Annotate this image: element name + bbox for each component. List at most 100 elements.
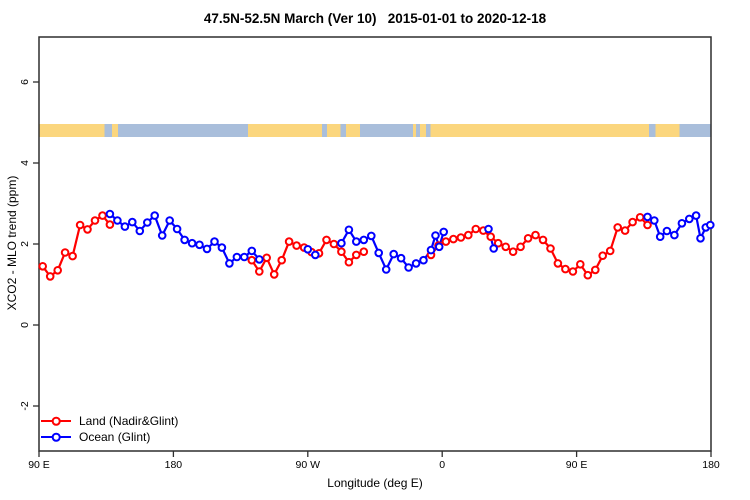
ocean-series-marker: [143, 218, 152, 227]
land-series-marker: [262, 253, 272, 263]
land-series-marker: [493, 238, 503, 248]
map-band-segment-ocean: [649, 124, 656, 138]
x-tick-label: 180: [702, 459, 720, 471]
ocean-series-marker: [135, 226, 145, 236]
map-band-segment-ocean: [425, 124, 431, 138]
ocean-series-marker: [225, 259, 234, 268]
ocean-series-marker: [113, 216, 122, 225]
ocean-series-marker: [439, 227, 449, 237]
land-series-marker: [456, 233, 466, 242]
ocean-series-marker: [643, 212, 652, 222]
land-series-marker: [508, 247, 518, 256]
land-series-marker: [561, 264, 570, 274]
ocean-series-marker: [650, 216, 659, 225]
y-tick-label: 0: [19, 322, 31, 328]
land-series-marker: [90, 216, 100, 225]
ocean-series-marker: [165, 216, 174, 225]
land-series-marker: [538, 235, 548, 245]
y-tick-label: 2: [19, 241, 31, 247]
land-series-marker: [277, 255, 287, 265]
ocean-series-marker: [344, 225, 354, 235]
land-series-marker: [337, 247, 346, 256]
land-series-marker: [352, 250, 361, 260]
x-tick-label: 90 E: [565, 459, 588, 471]
ocean-series-marker: [187, 238, 197, 248]
ocean-series-marker: [311, 250, 320, 260]
y-tick-label: -2: [19, 401, 31, 411]
ocean-series-marker: [431, 231, 440, 240]
ocean-series-marker: [655, 232, 665, 241]
land-series-sample-icon: [41, 416, 71, 426]
land-series-marker: [292, 241, 301, 250]
ocean-series-marker: [670, 230, 679, 240]
land-series-marker: [598, 251, 608, 260]
x-axis-title: Longitude (deg E): [327, 476, 423, 490]
map-band-segment-land: [327, 124, 341, 138]
map-band-segment-ocean: [679, 124, 711, 138]
land-series-marker: [553, 259, 563, 268]
ocean-series-marker: [696, 234, 705, 243]
map-band-segment-land: [345, 124, 361, 138]
map-band-segment-ocean: [321, 124, 328, 138]
ocean-series-marker: [180, 235, 189, 245]
ocean-series-marker: [217, 243, 227, 252]
ocean-series-marker: [240, 252, 249, 262]
map-band-segment-land: [655, 124, 680, 138]
ocean-series-marker: [389, 249, 399, 259]
ocean-series-marker: [706, 220, 715, 230]
ocean-series-marker: [195, 240, 204, 250]
map-band-segment-ocean: [360, 124, 414, 138]
land-series-marker: [269, 270, 279, 279]
ocean-series-marker: [677, 219, 687, 228]
x-tick-label: 180: [164, 459, 183, 471]
ocean-series-marker: [150, 211, 159, 220]
land-series-marker: [605, 246, 615, 256]
y-tick-label: 6: [19, 79, 31, 85]
ocean-series-marker: [352, 237, 361, 246]
legend-label-ocean: Ocean (Glint): [79, 430, 151, 444]
map-band-segment-ocean: [340, 124, 346, 138]
land-series-marker: [247, 255, 257, 265]
ocean-series-marker: [128, 217, 137, 227]
land-series-marker: [583, 270, 593, 280]
land-series-marker: [83, 225, 92, 234]
ocean-series-marker: [202, 244, 212, 254]
chart-title: 47.5N-52.5N March (Ver 10) 2015-01-01 to…: [203, 11, 547, 26]
land-series-marker: [576, 260, 585, 269]
land-series-marker: [486, 232, 496, 241]
legend-item-ocean: Ocean (Glint): [41, 429, 178, 445]
map-band-segment-land: [112, 124, 119, 138]
ocean-series-sample-icon: [41, 432, 71, 442]
land-series-marker: [359, 247, 369, 256]
land-series-marker: [449, 234, 458, 244]
map-band-segment-ocean: [416, 124, 420, 138]
x-tick-label: 0: [439, 459, 446, 471]
map-band-segment-land: [430, 124, 650, 138]
land-series-marker: [643, 220, 652, 230]
ocean-series-marker: [691, 211, 701, 220]
land-series-marker: [613, 223, 623, 232]
map-band-segment-land: [248, 124, 322, 138]
legend-label-land: Land (Nadir&Glint): [79, 414, 179, 428]
map-band-segment-land: [413, 124, 417, 138]
land-series-marker: [322, 235, 331, 245]
land-series-marker: [635, 213, 645, 222]
land-series-marker: [464, 230, 473, 240]
ocean-series-marker: [105, 209, 115, 219]
y-axis-title: XCO2 - MLO trend (ppm): [5, 175, 19, 311]
ocean-series-marker: [254, 255, 264, 264]
land-series-marker: [75, 220, 85, 230]
land-series-marker: [568, 267, 578, 276]
land-series-marker: [254, 267, 264, 276]
ocean-series-marker: [685, 214, 694, 224]
ocean-series-marker: [367, 231, 376, 241]
ocean-series-marker: [396, 253, 406, 263]
ocean-series-marker: [303, 245, 313, 254]
ocean-series-marker: [157, 231, 167, 240]
land-series-marker: [591, 265, 600, 275]
land-series-marker: [284, 237, 294, 246]
land-series-marker: [546, 244, 555, 253]
ocean-series-marker: [210, 237, 219, 246]
y-tick-label: 4: [19, 160, 31, 166]
